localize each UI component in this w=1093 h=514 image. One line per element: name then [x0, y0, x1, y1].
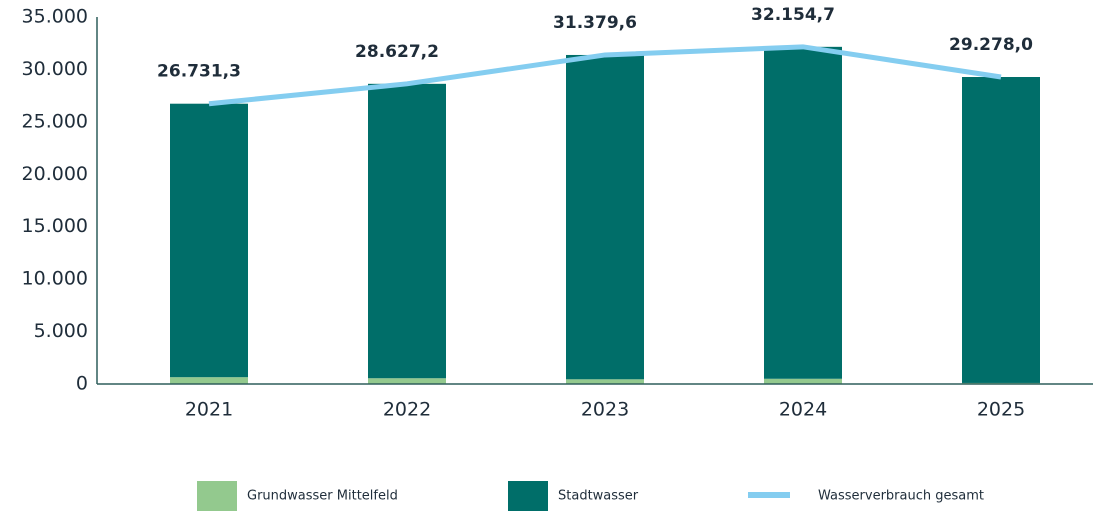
x-tick-label: 2021 [185, 399, 233, 421]
legend-swatch [508, 481, 548, 511]
x-tick-label: 2022 [383, 399, 431, 421]
bar [566, 54, 644, 380]
y-tick-label: 10.000 [22, 268, 88, 290]
data-label: 28.627,2 [355, 42, 439, 62]
data-label: 26.731,3 [157, 62, 241, 82]
y-tick-label: 35.000 [22, 6, 88, 28]
bar [764, 46, 842, 379]
bar [170, 103, 248, 378]
legend-label: Stadtwasser [558, 489, 639, 504]
y-tick-label: 15.000 [22, 215, 88, 237]
legend-label: Wasserverbrauch gesamt [818, 489, 984, 504]
y-tick-label: 0 [76, 373, 88, 395]
legend-swatch [748, 492, 790, 498]
data-label: 32.154,7 [751, 5, 835, 25]
y-tick-label: 20.000 [22, 163, 88, 185]
bar [962, 76, 1040, 383]
y-tick-label: 30.000 [22, 58, 88, 80]
y-tick-label: 5.000 [34, 320, 88, 342]
legend-label: Grundwasser Mittelfeld [247, 489, 398, 504]
line [208, 44, 1002, 107]
x-tick-label: 2024 [779, 399, 827, 421]
y-tick-label: 25.000 [22, 110, 88, 132]
bar [368, 83, 446, 379]
data-label: 29.278,0 [949, 35, 1033, 55]
x-tick-label: 2023 [581, 399, 629, 421]
bar [764, 378, 842, 384]
data-label: 31.379,6 [553, 13, 637, 33]
bar [368, 378, 446, 384]
bar [170, 377, 248, 384]
x-tick-label: 2025 [977, 399, 1025, 421]
bar [566, 379, 644, 384]
legend-swatch [197, 481, 237, 511]
